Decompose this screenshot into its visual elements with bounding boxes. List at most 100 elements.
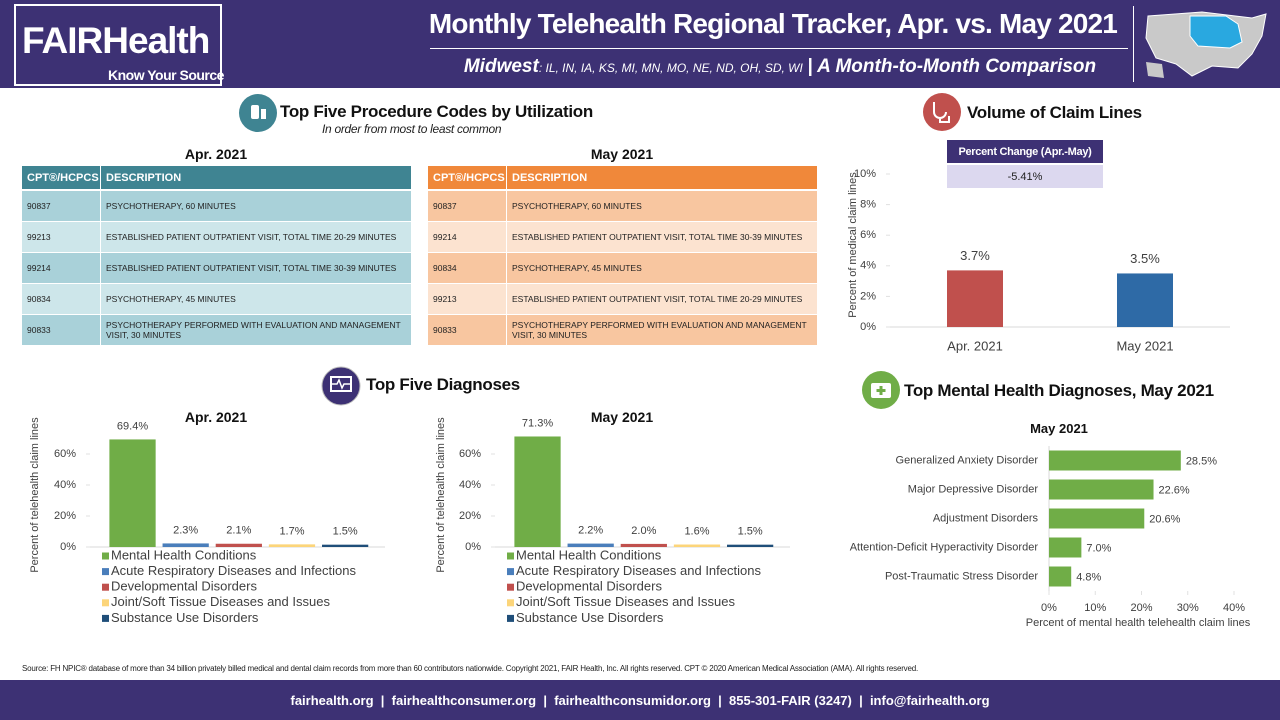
bar bbox=[268, 544, 316, 547]
value-label: 22.6% bbox=[1159, 484, 1190, 496]
table-cell: PSYCHOTHERAPY, 45 MINUTES bbox=[101, 284, 411, 314]
region: Midwest bbox=[463, 56, 539, 77]
legend-swatch bbox=[507, 552, 514, 560]
table-cell: ESTABLISHED PATIENT OUTPATIENT VISIT, TO… bbox=[101, 222, 411, 252]
icon-shape bbox=[933, 102, 950, 123]
value-label: 3.5% bbox=[1130, 251, 1160, 266]
legend-swatch bbox=[507, 568, 514, 576]
table-header: CPT®/HCPCS bbox=[22, 166, 100, 189]
legend-swatch bbox=[102, 614, 109, 622]
subtitle-text: | A Month-to-Month Comparison bbox=[807, 56, 1097, 77]
bar bbox=[1049, 537, 1082, 558]
volume-icon bbox=[923, 93, 961, 131]
table-header: CPT®/HCPCS bbox=[428, 166, 506, 189]
legend-label: Substance Use Disorders bbox=[111, 610, 259, 625]
table-cell: PSYCHOTHERAPY PERFORMED WITH EVALUATION … bbox=[101, 315, 411, 345]
y-tick-label: 10% bbox=[854, 168, 876, 180]
table-cell: 99213 bbox=[22, 222, 100, 252]
y-tick-label: 6% bbox=[860, 229, 876, 241]
value-label: 2.1% bbox=[226, 525, 251, 537]
legend-swatch bbox=[507, 583, 514, 591]
header-band bbox=[0, 0, 1280, 88]
value-label: 1.5% bbox=[333, 526, 358, 538]
y-axis-label: Percent of telehealth claim lines bbox=[29, 417, 41, 573]
value-label: 3.7% bbox=[960, 248, 990, 263]
value-label: 2.3% bbox=[173, 524, 198, 536]
title-rule bbox=[430, 48, 1128, 49]
table-title: May 2021 bbox=[590, 146, 654, 162]
bar bbox=[567, 543, 614, 547]
y-axis-label: Percent of medical claim lines bbox=[847, 172, 859, 318]
icon-shape bbox=[261, 109, 266, 119]
legend-label: Joint/Soft Tissue Diseases and Issues bbox=[111, 594, 330, 609]
chart-title: May 2021 bbox=[590, 409, 654, 425]
source: Source: FH NPIC® database of more than 3… bbox=[22, 664, 918, 673]
subtitle: Midwest: IL, IN, IA, KS, MI, MN, MO, NE,… bbox=[420, 56, 1140, 78]
mental-icon bbox=[862, 371, 900, 409]
legend-label: Substance Use Disorders bbox=[516, 610, 664, 625]
icon-circle bbox=[923, 93, 961, 131]
section-title: Top Mental Health Diagnoses, May 2021 bbox=[904, 381, 1214, 400]
chart-title: May 2021 bbox=[1030, 421, 1088, 436]
table-title: Apr. 2021 bbox=[184, 146, 248, 162]
bar bbox=[947, 270, 1003, 327]
table-cell: 90833 bbox=[22, 315, 100, 345]
region-map bbox=[1145, 11, 1267, 78]
procedure-icon bbox=[239, 94, 277, 132]
logo-left: FAIR bbox=[22, 20, 103, 61]
table-cell: ESTABLISHED PATIENT OUTPATIENT VISIT, TO… bbox=[507, 284, 817, 314]
bar bbox=[1049, 508, 1145, 529]
x-tick-label: 20% bbox=[1130, 602, 1152, 614]
icon-shape bbox=[876, 386, 886, 395]
value-label: 71.3% bbox=[522, 417, 553, 429]
alaska bbox=[1146, 62, 1164, 78]
x-tick-label: 40% bbox=[1223, 602, 1245, 614]
value-label: 20.6% bbox=[1149, 513, 1180, 525]
y-tick-label: 8% bbox=[860, 199, 876, 211]
value-label: 4.8% bbox=[1076, 571, 1101, 583]
y-tick-label: 40% bbox=[459, 479, 481, 491]
bar bbox=[109, 439, 156, 547]
y-tick-label: 60% bbox=[54, 448, 76, 460]
y-tick-label: 20% bbox=[54, 510, 76, 522]
y-tick-label: Major Depressive Disorder bbox=[908, 483, 1039, 495]
title: Monthly Telehealth Regional Tracker, Apr… bbox=[428, 8, 1118, 39]
legend-label: Mental Health Conditions bbox=[516, 547, 662, 562]
logo-box bbox=[14, 4, 222, 86]
legend-swatch bbox=[102, 583, 109, 591]
x-tick-label: 30% bbox=[1177, 602, 1199, 614]
table-cell: 90837 bbox=[428, 191, 506, 221]
table-header: DESCRIPTION bbox=[101, 166, 411, 189]
bar bbox=[1117, 273, 1173, 327]
table-cell: 90834 bbox=[428, 253, 506, 283]
legend-swatch bbox=[102, 599, 109, 607]
y-tick-label: 60% bbox=[459, 448, 481, 460]
diagnoses-icon bbox=[321, 366, 361, 406]
logo-right: Health bbox=[102, 20, 210, 61]
header-divider bbox=[1133, 6, 1134, 82]
bar bbox=[514, 436, 561, 547]
value-label: 2.2% bbox=[578, 524, 603, 536]
bar bbox=[1049, 479, 1154, 500]
table-cell: 90834 bbox=[22, 284, 100, 314]
bar bbox=[673, 544, 721, 547]
legend-swatch bbox=[102, 552, 109, 560]
value-label: 28.5% bbox=[1186, 455, 1217, 467]
value-label: 1.7% bbox=[279, 525, 304, 537]
table-cell: PSYCHOTHERAPY, 60 MINUTES bbox=[101, 191, 411, 221]
value-label: 7.0% bbox=[1086, 542, 1111, 554]
y-tick-label: 4% bbox=[860, 260, 876, 272]
legend-label: Joint/Soft Tissue Diseases and Issues bbox=[516, 594, 735, 609]
table-cell: 90837 bbox=[22, 191, 100, 221]
section-subtitle: In order from most to least common bbox=[322, 122, 502, 136]
y-tick-label: 0% bbox=[465, 541, 481, 553]
section-title: Top Five Diagnoses bbox=[366, 375, 520, 394]
x-tick-label: Apr. 2021 bbox=[947, 338, 1003, 353]
table-header: DESCRIPTION bbox=[507, 166, 817, 189]
y-tick-label: Adjustment Disorders bbox=[933, 512, 1039, 524]
y-tick-label: 20% bbox=[459, 510, 481, 522]
chart-title: Apr. 2021 bbox=[184, 409, 248, 425]
legend-label: Developmental Disorders bbox=[516, 579, 662, 594]
x-axis-label: Percent of mental health telehealth clai… bbox=[1026, 617, 1251, 629]
